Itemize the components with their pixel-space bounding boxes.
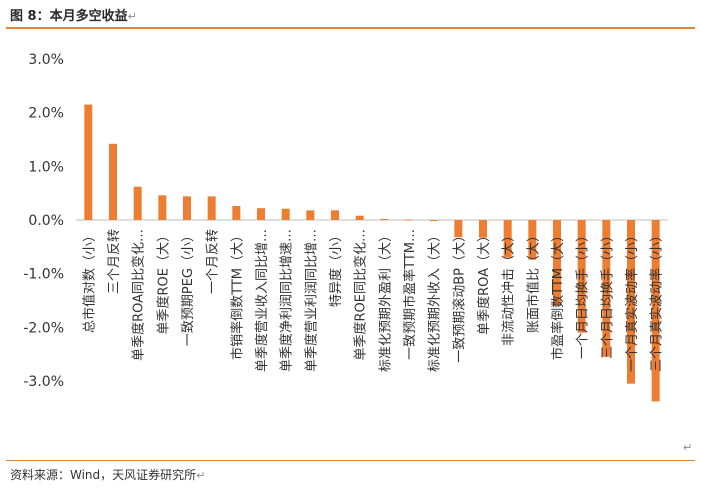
source-text: 资料来源：Wind，天风证券研究所 [10, 468, 197, 482]
bar [281, 208, 290, 220]
x-tick-label: 标准化预期外收入（大） [428, 229, 443, 372]
y-tick-label: 1.0% [28, 159, 64, 175]
y-tick-label: 0.0% [28, 213, 64, 229]
y-tick-label: -1.0% [23, 267, 64, 283]
x-tick-label: 一致预期PEG（小） [181, 229, 196, 346]
x-tick-label: 一个月日均换手（小） [576, 229, 591, 359]
x-tick-label: 一个月反转 [206, 229, 221, 294]
paragraph-mark: ↵ [683, 441, 693, 454]
bar [183, 196, 191, 220]
bar [627, 220, 635, 384]
x-tick-label: 单季度净利润同比增速… [279, 229, 295, 372]
bar [331, 210, 339, 220]
x-tick-label: 三个月真实波动率（小） [649, 229, 665, 372]
x-tick-label: 市盈率倒数TTM（大） [550, 229, 566, 360]
bar [651, 220, 660, 402]
bar [479, 220, 487, 238]
bar [553, 220, 561, 306]
figure-title: 图 8：本月多空收益↵ [10, 5, 137, 24]
x-tick-label: 标准化预期外盈利（大） [378, 229, 393, 372]
bar [503, 220, 512, 258]
bar [133, 186, 142, 220]
x-tick-label: 账面市值比（大） [525, 229, 541, 333]
bar [602, 220, 611, 357]
x-tick-label: 单季度营业利润同比增… [303, 229, 319, 372]
bottom-rule [6, 460, 695, 461]
x-tick-label: 三个月日均换手（小） [600, 229, 615, 359]
x-tick-label: 非流动性冲击（大） [502, 229, 517, 346]
bar [528, 220, 537, 260]
y-tick-label: -3.0% [23, 374, 64, 390]
x-tick-label: 一个月真实波动率（小） [624, 229, 640, 372]
y-tick-label: -2.0% [23, 320, 64, 336]
bar [380, 218, 389, 220]
x-tick-label: 单季度ROE同比变化… [353, 229, 369, 360]
source-return-mark: ↵ [196, 469, 206, 482]
y-tick-label: 3.0% [28, 52, 64, 68]
bar [405, 219, 413, 221]
x-tick-label: 三个月反转 [107, 229, 122, 294]
bar [84, 104, 93, 220]
y-tick-label: 2.0% [28, 106, 64, 122]
bar [158, 195, 167, 220]
x-tick-label: 单季度ROA同比变化… [131, 229, 147, 361]
bar [306, 210, 315, 220]
bar [355, 215, 364, 220]
x-tick-label: 一致预期滚动BP（大） [451, 229, 467, 363]
bar [577, 220, 586, 333]
x-tick-label: 单季度ROE（大） [155, 229, 171, 334]
top-rule [6, 27, 695, 29]
x-tick-label: 单季度营业收入同比增… [254, 229, 270, 372]
x-tick-label: 单季度ROA（大） [476, 229, 492, 335]
bar [429, 220, 438, 222]
x-tick-label: 一致预期市盈率TTM… [402, 229, 418, 360]
return-mark: ↵ [127, 10, 137, 23]
source-note: 资料来源：Wind，天风证券研究所↵ [10, 466, 205, 483]
figure-title-text: 图 8：本月多空收益 [10, 9, 128, 24]
bar [109, 143, 117, 220]
x-tick-label: 总市值对数（小） [81, 229, 97, 333]
x-tick-label: 特异度（小） [328, 229, 344, 307]
bar [257, 208, 265, 220]
bar [207, 196, 216, 220]
x-tick-label: 市销率倒数TTM（大） [229, 229, 245, 360]
bar [454, 220, 463, 238]
bar [232, 206, 241, 220]
